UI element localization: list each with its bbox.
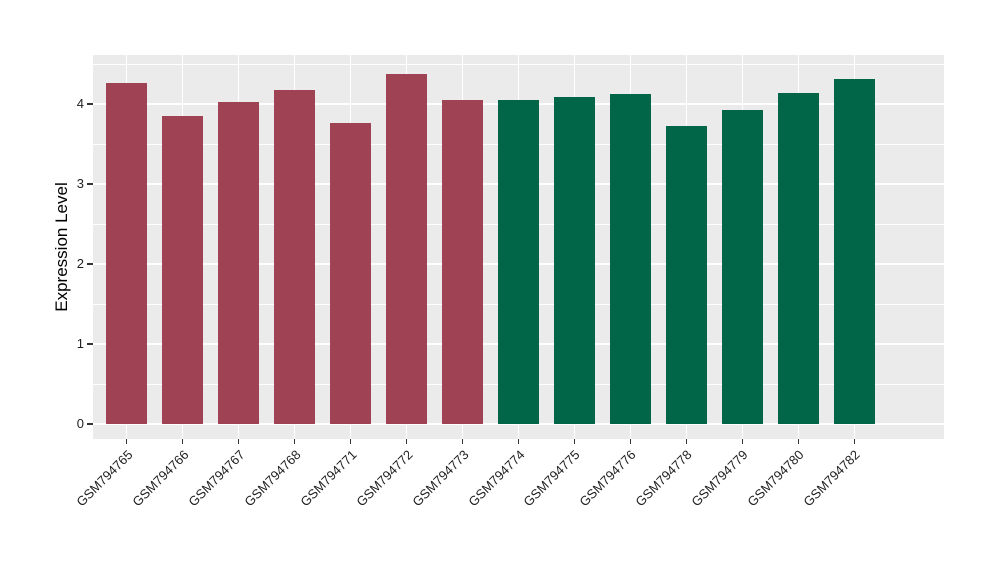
y-tick-mark (87, 263, 93, 265)
x-tick-mark (741, 439, 744, 444)
x-tick-mark (181, 439, 184, 444)
bar-GSM794768 (274, 90, 316, 424)
bar-GSM794780 (777, 92, 819, 424)
bar-GSM794775 (553, 96, 595, 424)
x-tick-mark (293, 439, 296, 444)
y-tick-label: 1 (76, 336, 84, 351)
y-tick-mark (87, 103, 93, 105)
bar-GSM794773 (442, 100, 483, 424)
x-tick-mark (461, 439, 464, 444)
x-tick-label-text: GSM794780 (744, 447, 808, 510)
bar-GSM794774 (498, 100, 539, 424)
bar-GSM794772 (386, 73, 428, 424)
x-tick-label-text: GSM794766 (128, 447, 192, 510)
bar-GSM794766 (162, 116, 204, 424)
x-tick-label-text: GSM794765 (72, 447, 136, 510)
y-tick-label: 4 (76, 96, 84, 111)
x-tick-label-text: GSM794773 (408, 447, 472, 510)
y-tick-mark (87, 183, 93, 185)
x-tick-label-text: GSM794772 (352, 447, 416, 510)
y-tick-mark (87, 423, 93, 425)
bar-GSM794776 (609, 93, 651, 424)
x-tick-label-text: GSM794771 (296, 447, 360, 510)
x-tick-label-text: GSM794768 (240, 447, 304, 510)
x-tick-label-text: GSM794779 (688, 447, 752, 510)
x-tick-label-text: GSM794774 (464, 447, 528, 510)
x-tick-mark (853, 439, 856, 444)
bar-GSM794767 (218, 102, 260, 424)
plot-panel (93, 55, 944, 439)
x-tick-mark (629, 439, 632, 444)
bar-GSM794779 (721, 110, 763, 424)
x-tick-mark (517, 439, 520, 444)
bar-GSM794771 (330, 123, 372, 424)
x-tick-mark (237, 439, 240, 444)
bar-GSM794778 (665, 126, 707, 424)
x-tick-mark (125, 439, 128, 444)
x-tick-mark (573, 439, 576, 444)
bar-GSM794765 (106, 83, 148, 424)
y-tick-mark (87, 343, 93, 345)
x-tick-label-text: GSM794767 (184, 447, 248, 510)
y-axis-title: Expression Level (52, 182, 71, 312)
x-tick-label-text: GSM794776 (576, 447, 640, 510)
y-tick-label: 0 (76, 416, 84, 431)
x-tick-mark (685, 439, 688, 444)
x-tick-mark (349, 439, 352, 444)
x-tick-label-text: GSM794778 (632, 447, 696, 510)
x-tick-label-text: GSM794775 (520, 447, 584, 510)
x-tick-label-text: GSM794782 (800, 447, 864, 510)
bar-GSM794782 (833, 79, 875, 424)
x-tick-mark (797, 439, 800, 444)
x-tick-mark (405, 439, 408, 444)
y-tick-label: 3 (76, 176, 84, 191)
y-tick-label: 2 (76, 256, 84, 271)
